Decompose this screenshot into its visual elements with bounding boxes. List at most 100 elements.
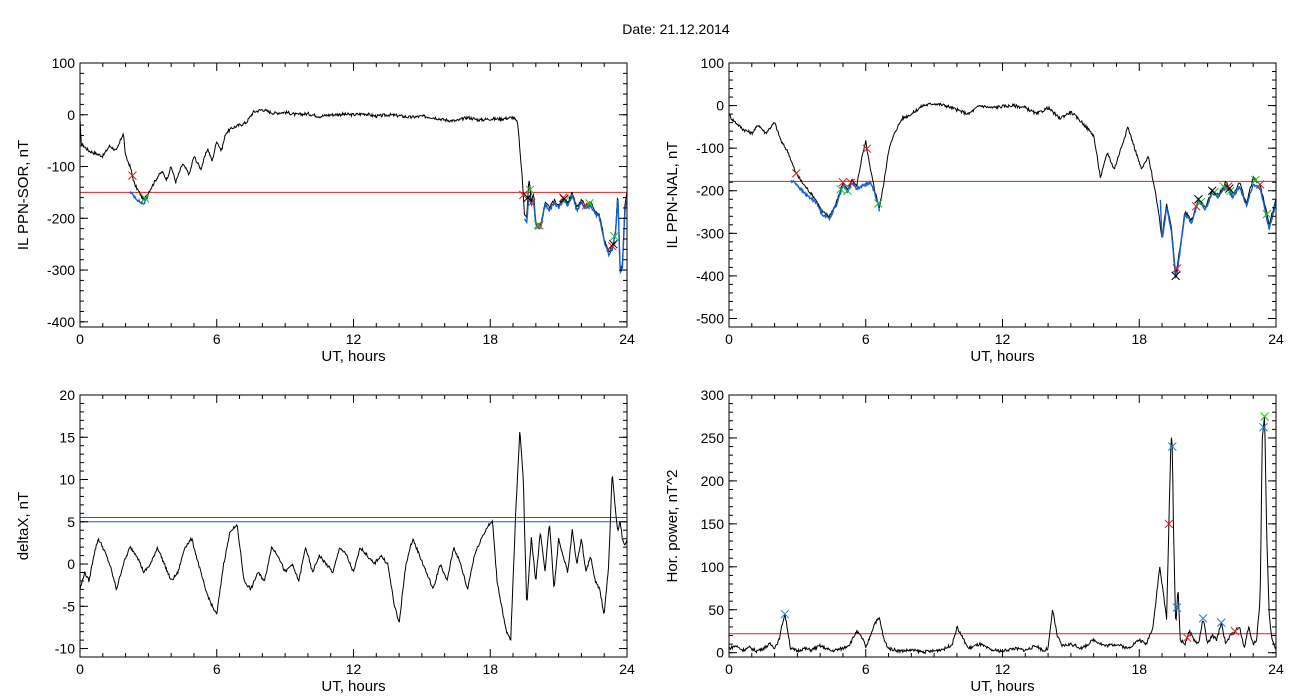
marker-red	[1223, 182, 1233, 191]
x-tick-label: 24	[1268, 331, 1284, 347]
marker-green	[525, 185, 535, 195]
y-tick-label: -100	[47, 159, 75, 175]
panel-il-ppn-sor: 0 6 12 18 24 -400 -300 -200 -100 0 100 UT, hours IL …	[15, 55, 635, 365]
plot-frame	[79, 62, 628, 328]
marker-black	[1224, 184, 1234, 193]
marker-cross_blue	[1216, 618, 1226, 627]
marker-black	[1207, 186, 1217, 196]
y-tick-label: 50	[708, 602, 724, 618]
marker-black	[559, 194, 569, 204]
marker-green	[1260, 412, 1269, 421]
marker-green	[1219, 182, 1228, 191]
marker-red	[1230, 626, 1240, 636]
marker-green	[610, 232, 619, 241]
y-tick-label: 20	[59, 387, 75, 403]
y-tick-label: 0	[67, 556, 75, 572]
x-tick-label: 12	[995, 661, 1011, 677]
marker-black	[608, 239, 618, 249]
marker-green	[843, 186, 852, 196]
series-line-black	[80, 108, 627, 271]
marker-green	[1210, 187, 1219, 197]
marker-cross_blue	[1198, 613, 1208, 623]
x-axis-label: UT, hours	[970, 678, 1034, 695]
marker-green	[585, 199, 594, 208]
y-tick-label: 10	[59, 472, 75, 488]
x-tick-label: 6	[862, 661, 870, 677]
marker-red	[1182, 633, 1192, 643]
x-tick-label: 12	[346, 331, 362, 347]
series-line-black	[80, 432, 627, 641]
marker-cross_blue	[1172, 603, 1182, 612]
marker-red	[518, 190, 528, 200]
y-tick-label: -400	[47, 314, 75, 330]
y-tick-label: -300	[47, 262, 75, 278]
marker-red	[838, 177, 848, 187]
marker-red	[846, 178, 856, 188]
y-tick-label: -500	[696, 310, 724, 326]
marker-green	[1262, 209, 1272, 219]
y-tick-label: -100	[696, 140, 724, 156]
y-tick-label: 150	[701, 516, 725, 532]
y-tick-label: -400	[696, 268, 724, 284]
x-axis-label: UT, hours	[321, 348, 385, 365]
y-tick-label: 0	[716, 645, 724, 661]
x-tick-label: 24	[619, 331, 635, 347]
marker-black	[1194, 194, 1203, 204]
marker-red	[791, 169, 801, 178]
marker-cross_blue	[1167, 442, 1177, 451]
x-tick-label: 0	[725, 331, 733, 347]
x-tick-label: 18	[482, 331, 498, 347]
x-tick-label: 0	[76, 661, 84, 677]
marker-red	[1164, 519, 1174, 529]
x-tick-label: 12	[346, 661, 362, 677]
figure-title: Date: 21.12.2014	[622, 21, 730, 37]
marker-black	[1171, 271, 1181, 281]
y-tick-label: 100	[701, 559, 725, 575]
y-axis-label: Hor. power, nT^2	[664, 470, 681, 583]
panel-hor-power: 0 6 12 18 24 0 50 100 150 200 250 300 UT, hours Hor. …	[664, 387, 1284, 695]
series-line-black	[729, 102, 1276, 274]
plot-frame	[728, 394, 1277, 658]
y-tick-label: 5	[67, 514, 75, 530]
marker-green	[533, 220, 543, 230]
x-axis-label: UT, hours	[321, 678, 385, 695]
marker-green	[140, 193, 150, 203]
marker-green	[1251, 175, 1260, 185]
y-tick-label: 200	[701, 473, 725, 489]
series-line-blue	[129, 190, 627, 275]
x-tick-label: 18	[1131, 661, 1147, 677]
series-line-black	[729, 417, 1276, 655]
y-tick-label: 300	[701, 387, 725, 403]
marker-cross_blue	[1259, 422, 1268, 432]
y-tick-label: -5	[63, 598, 76, 614]
y-tick-label: -200	[696, 183, 724, 199]
series-line-blue	[789, 179, 1276, 279]
panel-il-ppn-nal: 0 6 12 18 24 -500 -400 -300 -200 -100 0 100 UT, hour…	[664, 55, 1284, 365]
y-tick-label: 250	[701, 430, 725, 446]
x-tick-label: 24	[619, 661, 635, 677]
y-tick-label: 0	[67, 107, 75, 123]
marker-red	[862, 144, 872, 154]
y-axis-label: deltaX, nT	[15, 492, 32, 560]
y-tick-label: -300	[696, 225, 724, 241]
marker-green	[1226, 186, 1235, 196]
x-tick-label: 6	[213, 331, 221, 347]
y-tick-label: 15	[59, 429, 75, 445]
y-tick-label: -10	[55, 641, 75, 657]
marker-red	[128, 171, 137, 180]
y-tick-label: 100	[701, 55, 725, 71]
x-tick-label: 0	[725, 661, 733, 677]
panel-deltax: 0 6 12 18 24 -10 -5 0 5 10 15 20 UT, hours deltaX, nT	[15, 387, 635, 695]
y-tick-label: 0	[716, 98, 724, 114]
marker-red	[526, 198, 536, 208]
marker-cross_blue	[780, 609, 790, 619]
plot-frame	[79, 394, 628, 658]
x-tick-label: 12	[995, 331, 1011, 347]
marker-red	[1172, 264, 1182, 273]
x-axis-label: UT, hours	[970, 348, 1034, 365]
x-tick-label: 0	[76, 331, 84, 347]
x-tick-label: 18	[1131, 331, 1147, 347]
y-tick-label: 100	[52, 55, 76, 71]
x-tick-label: 6	[213, 661, 221, 677]
